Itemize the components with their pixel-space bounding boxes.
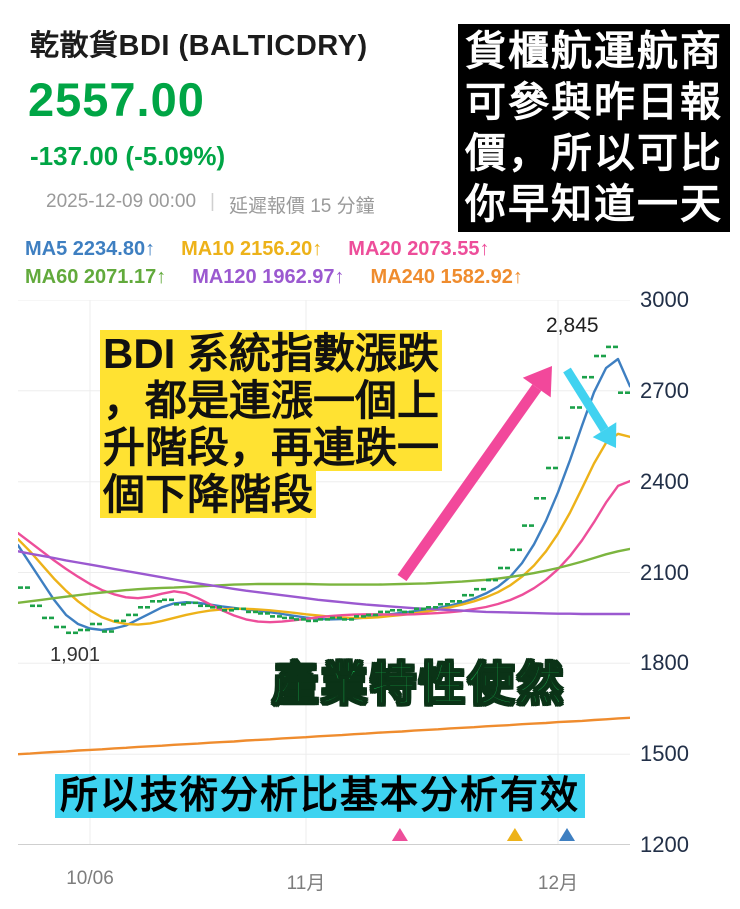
ma-legend-row-1: MA5 2234.80↑ MA10 2156.20↑ MA20 2073.55↑ [25,238,489,261]
y-axis-label: 2100 [640,559,689,585]
price-change: -137.00 (-5.09%) [30,141,226,171]
black-box-line: 你早知道一天 [465,181,723,227]
page-title: 乾散貨BDI (BALTICDRY) [30,30,368,62]
black-box-line: 價，所以可比 [465,130,723,176]
y-axis-label: 3000 [640,287,689,312]
y-axis-label: 1500 [640,741,689,767]
ma5-legend: MA5 2234.80↑ [25,238,156,260]
annotation-yellow-note: BDI 系統指數漲跌 ，都是連漲一個上 升階段，再連跌一 個下降階段 [100,330,443,518]
annotation-black-box: 貨櫃航運航商 可參與昨日報 價，所以可比 你早知道一天 [458,24,730,232]
x-axis-label: 12月 [537,873,579,894]
yellow-note-line: ，都是連漲一個上 [100,377,443,424]
peak-value-label: 2,845 [546,314,599,337]
x-axis-label: 11月 [286,873,326,894]
y-axis-label: 1800 [640,650,689,676]
y-axis-label: 2700 [640,377,689,403]
ma60-legend: MA60 2071.17↑ [25,266,167,288]
ma20-legend: MA20 2073.55↑ [348,238,490,260]
annotation-cyan-note: 所以技術分析比基本分析有效 [55,764,586,819]
ma10-legend: MA10 2156.20↑ [181,238,323,260]
ma240-legend: MA240 1582.92↑ [370,266,523,288]
low-value-label: 1,901 [50,644,101,666]
yellow-note-line: 升階段，再連跌一 [100,424,443,471]
x-axis-label: 10/06 [66,868,114,889]
black-box-line: 貨櫃航運航商 [465,28,723,74]
current-price: 2557.00 [28,73,205,126]
ma-legend-row-2: MA60 2071.17↑ MA120 1962.97↑ MA240 1582.… [25,266,523,289]
ma120-legend: MA120 1962.97↑ [192,266,345,288]
yellow-note-line: 個下降階段 [100,471,317,518]
y-axis-label: 2400 [640,468,689,494]
yellow-note-line: BDI 系統指數漲跌 [100,330,443,377]
quote-meta-row: 2025-12-09 00:00 | 延遲報價 15 分鐘 [46,191,375,218]
delay-note: 延遲報價 15 分鐘 [228,196,375,217]
y-axis-label: 1200 [640,832,689,857]
meta-separator: | [210,191,215,212]
quote-datetime: 2025-12-09 00:00 [46,191,197,212]
annotation-green-note: 產業特性使然 [271,657,566,711]
black-box-line: 可參與昨日報 [465,79,723,125]
cyan-note-text: 所以技術分析比基本分析有效 [55,774,586,818]
